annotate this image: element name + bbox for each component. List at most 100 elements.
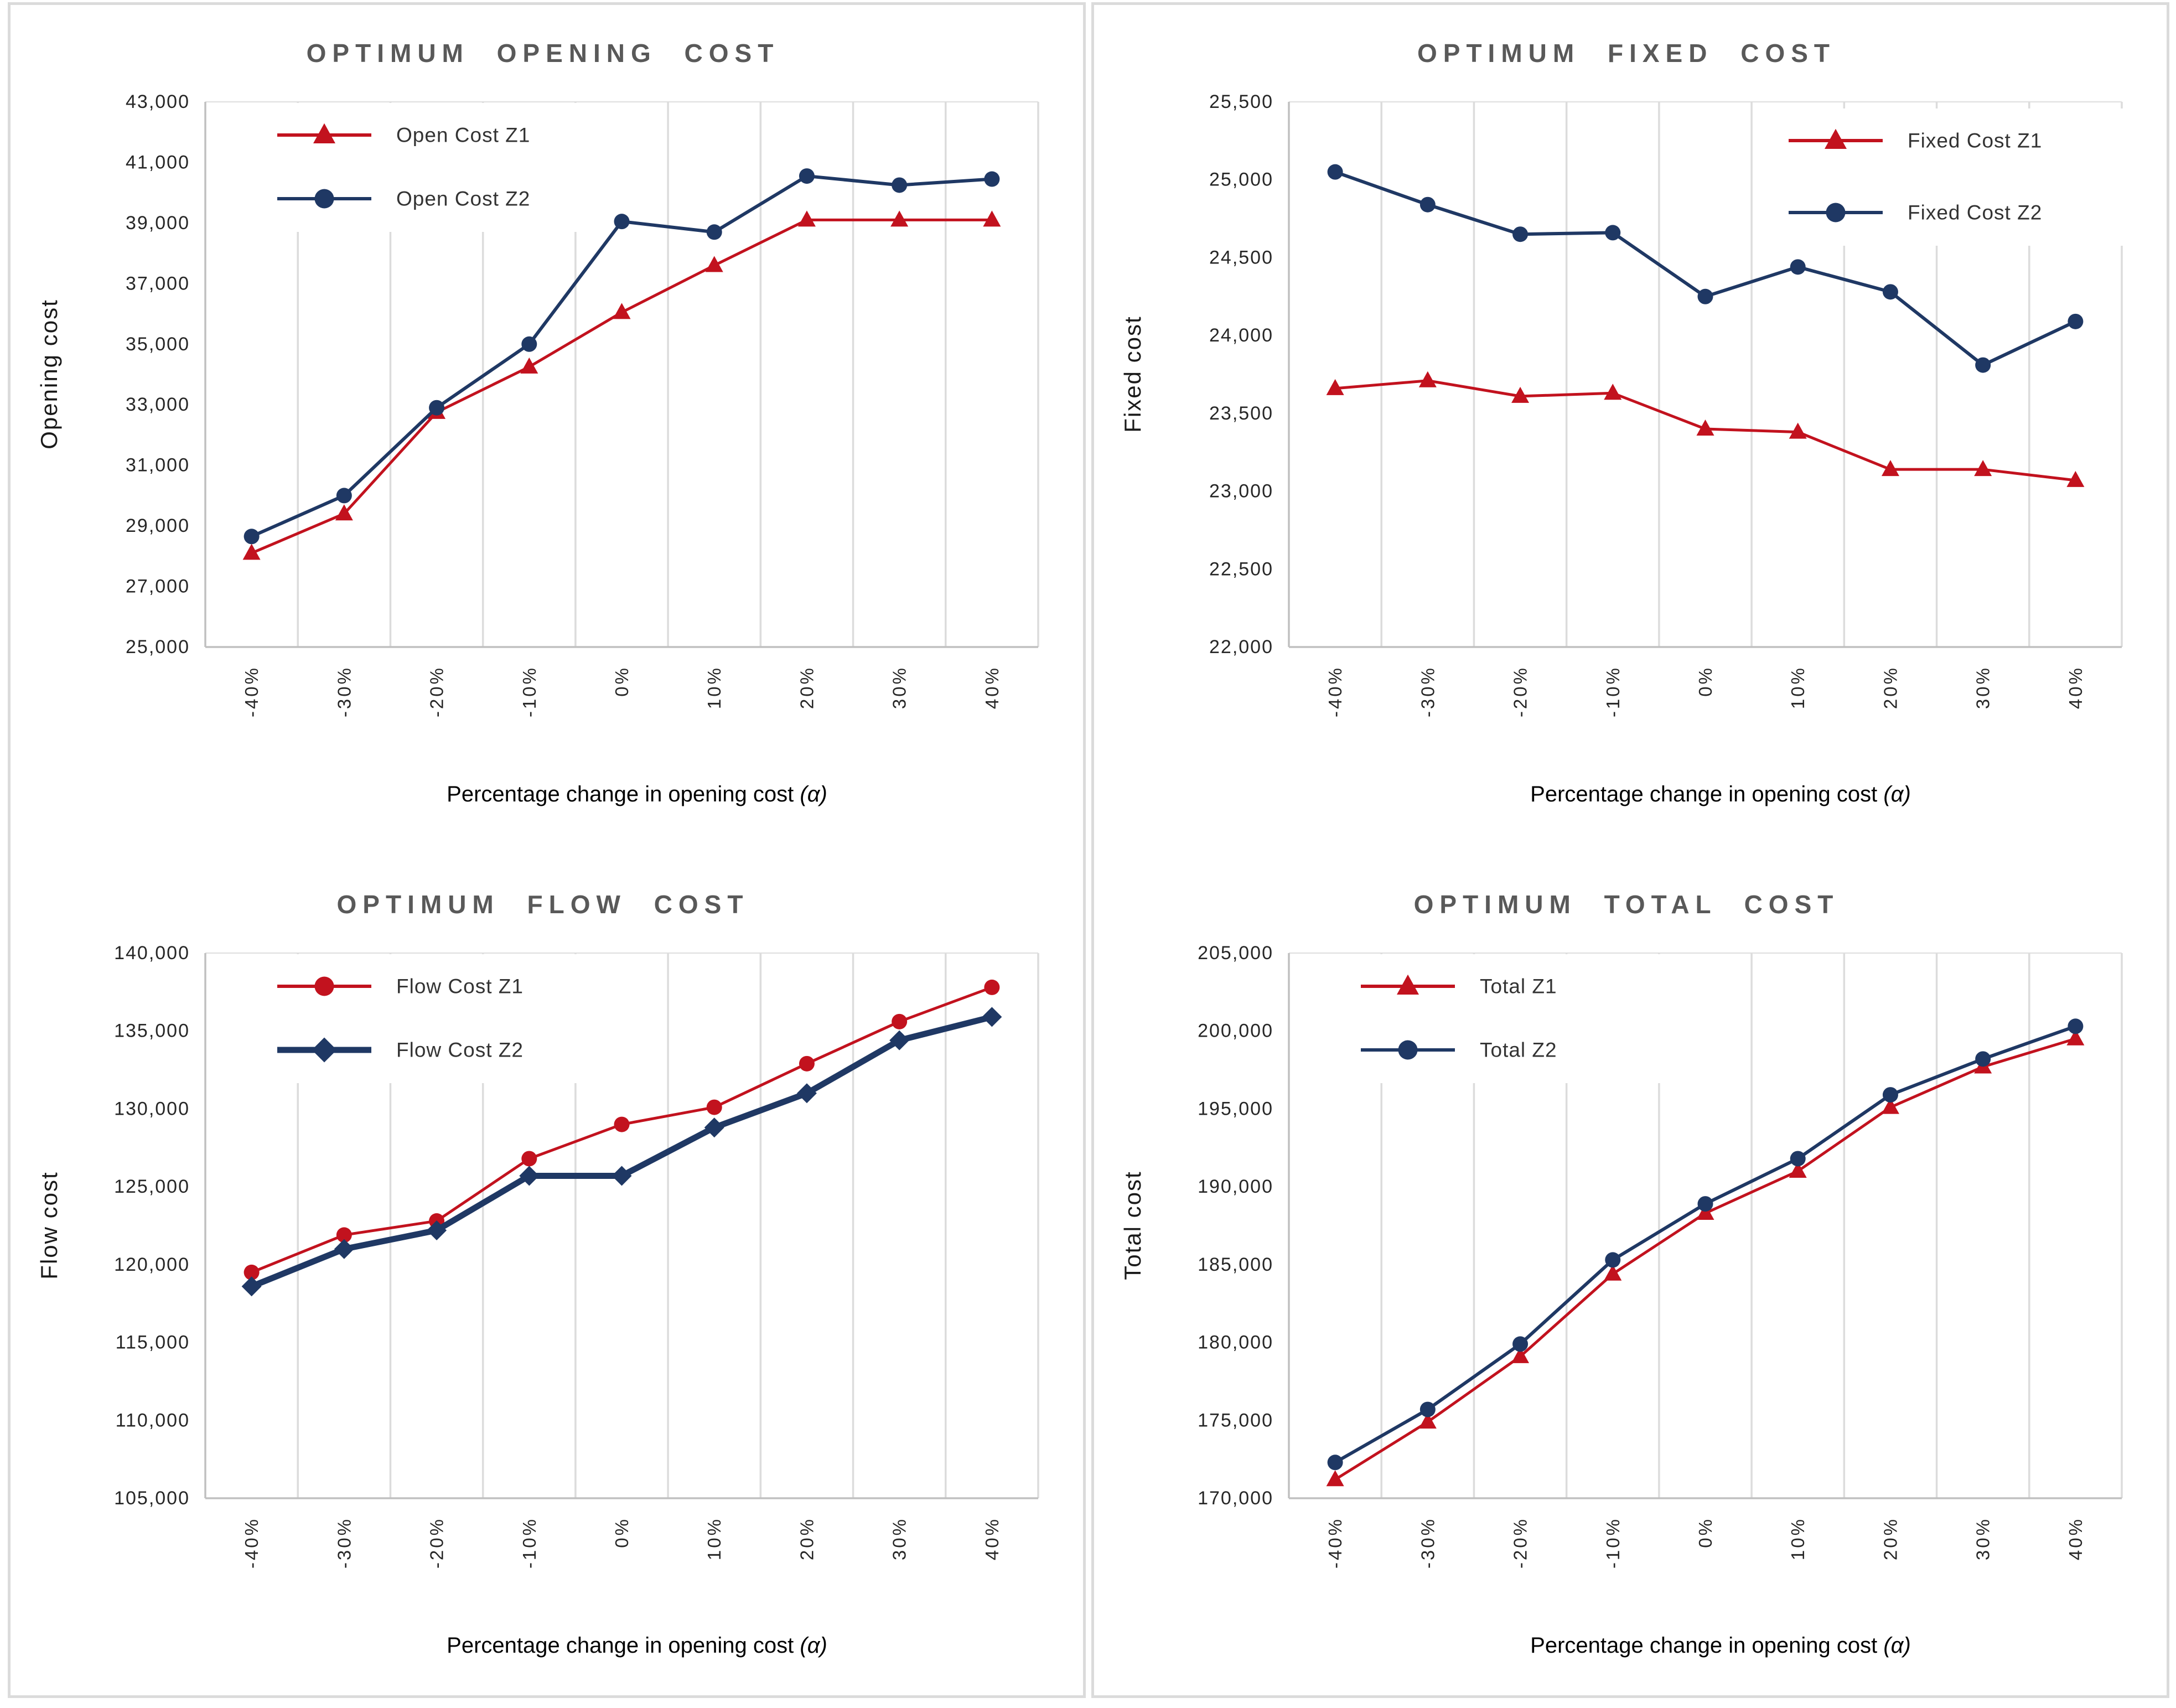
x-tick-label: 0% xyxy=(612,1517,632,1548)
data-point-marker xyxy=(1604,384,1622,400)
y-tick-label: 22,000 xyxy=(1209,636,1273,658)
data-point-marker xyxy=(705,256,723,272)
data-point-marker xyxy=(1326,1470,1344,1487)
x-tick-label: -40% xyxy=(241,666,262,717)
data-point-marker xyxy=(1790,1151,1806,1167)
data-point-marker xyxy=(706,1099,722,1115)
data-point-marker xyxy=(1696,1203,1714,1220)
y-tick-label: 25,000 xyxy=(1209,169,1273,190)
data-point-marker xyxy=(984,171,1000,187)
data-point-marker xyxy=(612,1166,632,1186)
x-axis-title-alpha: (α) xyxy=(1883,782,1911,806)
y-tick-label: 25,500 xyxy=(1209,91,1273,112)
data-point-marker xyxy=(1418,371,1437,387)
data-point-marker xyxy=(1881,460,1899,477)
data-point-marker xyxy=(796,1083,817,1104)
data-point-marker xyxy=(1697,288,1713,304)
x-tick-label: 30% xyxy=(889,1517,910,1560)
y-tick-label: 115,000 xyxy=(116,1332,190,1353)
data-point-marker xyxy=(799,168,815,184)
x-tick-label: 30% xyxy=(1973,1517,1993,1560)
data-point-marker xyxy=(243,529,260,545)
data-point-marker xyxy=(1696,420,1714,436)
x-axis-title-alpha: (α) xyxy=(800,1633,827,1658)
y-tick-label: 180,000 xyxy=(1198,1332,1273,1353)
chart-title: OPTIMUM OPENING COST xyxy=(306,39,780,68)
y-tick-label: 24,000 xyxy=(1209,325,1273,346)
y-tick-label: 110,000 xyxy=(116,1410,190,1431)
chart-title: OPTIMUM FIXED COST xyxy=(1417,39,1836,68)
x-axis-title-alpha: (α) xyxy=(800,782,827,806)
x-tick-label: 20% xyxy=(796,666,817,709)
x-tick-label: -10% xyxy=(519,666,540,717)
data-point-marker xyxy=(335,504,353,521)
data-point-marker xyxy=(429,400,445,416)
data-point-marker xyxy=(1418,1412,1437,1429)
data-point-marker xyxy=(1882,1087,1898,1103)
y-axis-title: Fixed cost xyxy=(1120,315,1146,433)
data-point-marker xyxy=(1826,203,1846,222)
data-point-marker xyxy=(1882,284,1898,300)
data-point-marker xyxy=(1398,1040,1418,1060)
data-point-marker xyxy=(613,303,631,319)
chart-optimum-total-cost: OPTIMUM TOTAL COST Total cost 170,000 175… xyxy=(1101,864,2152,1658)
x-tick-label: 30% xyxy=(1973,666,1993,709)
legend-background xyxy=(263,954,629,1083)
x-axis-title: Percentage change in opening cost (α) xyxy=(1101,1633,2152,1658)
data-point-marker xyxy=(1605,225,1621,241)
x-tick-label: 10% xyxy=(1788,1517,1808,1560)
data-point-marker xyxy=(1511,386,1530,403)
data-point-marker xyxy=(243,1264,260,1280)
y-axis-title: Opening cost xyxy=(36,299,62,449)
chart-optimum-opening-cost: OPTIMUM OPENING COST Opening cost 25,000… xyxy=(17,13,1069,807)
data-point-marker xyxy=(334,1239,354,1259)
y-tick-label: 41,000 xyxy=(126,152,190,173)
y-tick-label: 35,000 xyxy=(126,334,190,355)
chart-title: OPTIMUM FLOW COST xyxy=(336,890,749,919)
data-point-marker xyxy=(984,979,1000,995)
x-axis-title: Percentage change in opening cost (α) xyxy=(17,782,1069,807)
chart-canvas: Total cost 170,000 175,000 180,000 185,000 1… xyxy=(1101,928,2152,1631)
legend-background xyxy=(1347,954,1712,1083)
data-point-marker xyxy=(313,123,335,143)
data-point-marker xyxy=(1397,974,1419,995)
data-point-marker xyxy=(521,1151,537,1167)
chart-plot: 170,000 175,000 180,000 185,000 190,000 195,0… xyxy=(1198,943,2123,1569)
chart-canvas: Opening cost 25,000 27,000 29,000 31,000 33,… xyxy=(17,77,1069,780)
y-tick-label: 23,500 xyxy=(1209,403,1273,424)
y-tick-label: 39,000 xyxy=(126,213,190,234)
y-tick-label: 140,000 xyxy=(114,943,190,964)
chart-optimum-flow-cost: OPTIMUM FLOW COST Flow cost 105,000 110,0… xyxy=(17,864,1069,1658)
data-point-marker xyxy=(1512,226,1529,242)
data-point-marker xyxy=(892,1013,908,1029)
y-tick-label: 170,000 xyxy=(1198,1488,1273,1509)
x-tick-label: 40% xyxy=(2065,666,2086,709)
x-tick-label: 10% xyxy=(704,666,724,709)
data-point-marker xyxy=(614,214,630,230)
x-tick-label: 40% xyxy=(982,1517,1002,1560)
legend-label: Total Z2 xyxy=(1480,1039,1557,1062)
x-tick-label: -30% xyxy=(334,666,354,717)
x-tick-label: 40% xyxy=(2065,1517,2086,1560)
legend-background xyxy=(263,103,629,232)
data-point-marker xyxy=(312,1037,337,1063)
x-tick-label: -30% xyxy=(334,1517,354,1569)
data-point-marker xyxy=(427,1220,447,1240)
x-axis-title: Percentage change in opening cost (α) xyxy=(17,1633,1069,1658)
x-tick-label: -10% xyxy=(1603,666,1623,717)
data-point-marker xyxy=(1605,1252,1621,1268)
data-point-marker xyxy=(336,488,352,504)
data-point-marker xyxy=(241,1276,262,1297)
x-tick-label: -20% xyxy=(427,1517,447,1569)
y-tick-label: 135,000 xyxy=(114,1021,190,1042)
y-tick-label: 200,000 xyxy=(1198,1021,1273,1042)
chart-plot: 105,000 110,000 115,000 120,000 125,000 130,0… xyxy=(114,943,1039,1569)
legend-label: Total Z1 xyxy=(1480,975,1557,998)
legend-label: Open Cost Z2 xyxy=(396,188,530,210)
legend-label: Flow Cost Z2 xyxy=(396,1039,524,1062)
series-line-total-z2 xyxy=(1333,1024,2077,1464)
x-tick-label: -40% xyxy=(1325,1517,1345,1569)
data-point-marker xyxy=(2066,1029,2085,1045)
y-tick-label: 195,000 xyxy=(1198,1098,1273,1119)
legend-label: Fixed Cost Z2 xyxy=(1908,201,2042,224)
